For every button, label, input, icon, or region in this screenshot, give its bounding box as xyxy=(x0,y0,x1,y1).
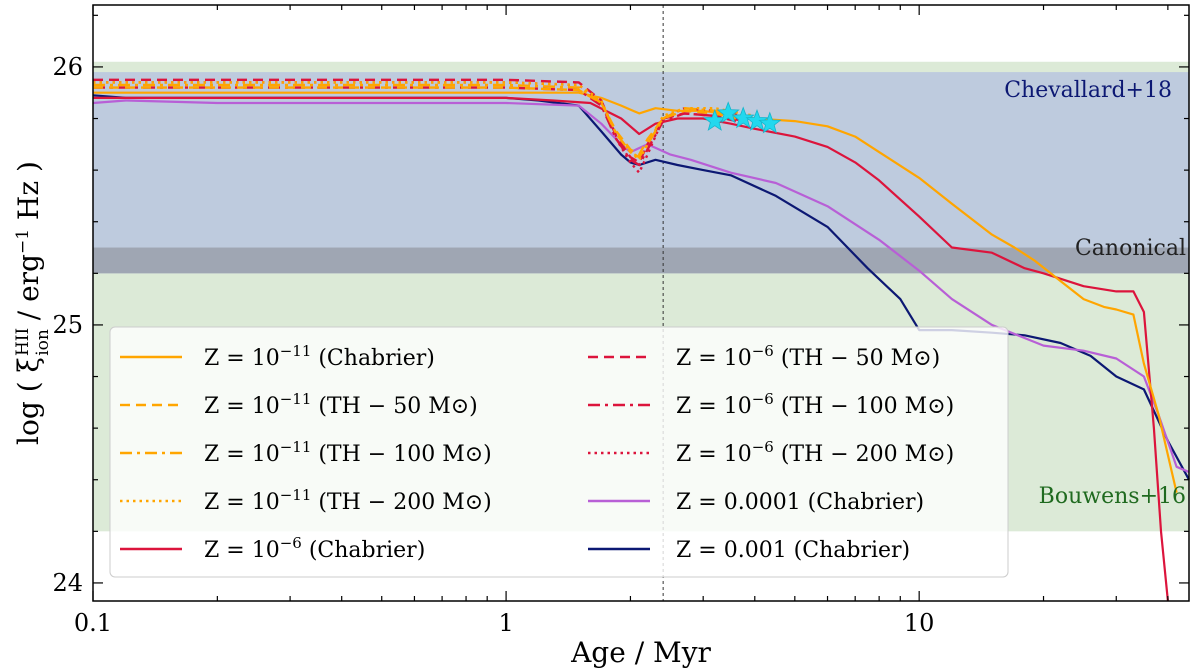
band-label-bouwens: Bouwens+16 xyxy=(1039,484,1186,509)
legend-label: Z = 10−11 (TH − 100 M⊙) xyxy=(204,438,492,467)
star-marker-4 xyxy=(745,108,769,131)
band-label-canonical: Canonical xyxy=(1075,236,1186,261)
y-axis-label: log ( ξHIIion / erg−1 Hz ) xyxy=(12,161,53,445)
x-axis-label: Age / Myr xyxy=(570,636,711,669)
star-marker-3 xyxy=(731,106,755,129)
plot-frame xyxy=(92,4,1190,602)
x-tick-label: 1 xyxy=(498,609,513,637)
band-canonical xyxy=(93,247,1189,274)
band-label-chevallard: Chevallard+18 xyxy=(1004,78,1172,103)
series-line-9 xyxy=(92,99,1190,474)
star-marker-1 xyxy=(703,108,727,131)
legend-label: Z = 10−11 (TH − 200 M⊙) xyxy=(204,486,492,515)
series-line-3 xyxy=(93,83,746,159)
band-chevallard-18 xyxy=(93,72,1189,274)
star-marker-5 xyxy=(758,111,782,134)
legend-label: Z = 0.0001 (Chabrier) xyxy=(676,490,924,515)
series-line-2 xyxy=(93,86,737,156)
legend-label: Z = 10−6 (TH − 50 M⊙) xyxy=(676,342,940,371)
series-line-6 xyxy=(93,78,737,164)
legend-box xyxy=(109,326,1009,578)
star-marker-2 xyxy=(716,101,740,124)
legend: Z = 10−11 (Chabrier) Z = 10−11 (TH − 50 M… xyxy=(109,326,1009,578)
legend-label: Z = 0.001 (Chabrier) xyxy=(676,538,910,563)
x-tick-label: 0.1 xyxy=(74,609,112,637)
series-lines xyxy=(92,78,1190,602)
star-markers xyxy=(703,101,782,134)
x-tick-label: 10 xyxy=(904,609,935,637)
legend-label: Z = 10−6 (TH − 200 M⊙) xyxy=(676,438,954,467)
legend-label: Z = 10−6 (TH − 100 M⊙) xyxy=(676,390,954,419)
axis-ticks: 0.1 1 10 24 25 26 xyxy=(52,5,1189,637)
legend-label: Z = 10−11 (TH − 50 M⊙) xyxy=(204,390,478,419)
y-tick-label: 26 xyxy=(52,53,83,81)
legend-label: Z = 10−6 (Chabrier) xyxy=(204,534,425,563)
y-tick-label: 24 xyxy=(52,569,83,597)
legend-label: Z = 10−11 (Chabrier) xyxy=(204,342,435,371)
series-line-7 xyxy=(93,86,746,167)
series-line-4 xyxy=(93,81,756,162)
series-line-1 xyxy=(93,91,1178,493)
y-tick-label: 25 xyxy=(52,311,83,339)
